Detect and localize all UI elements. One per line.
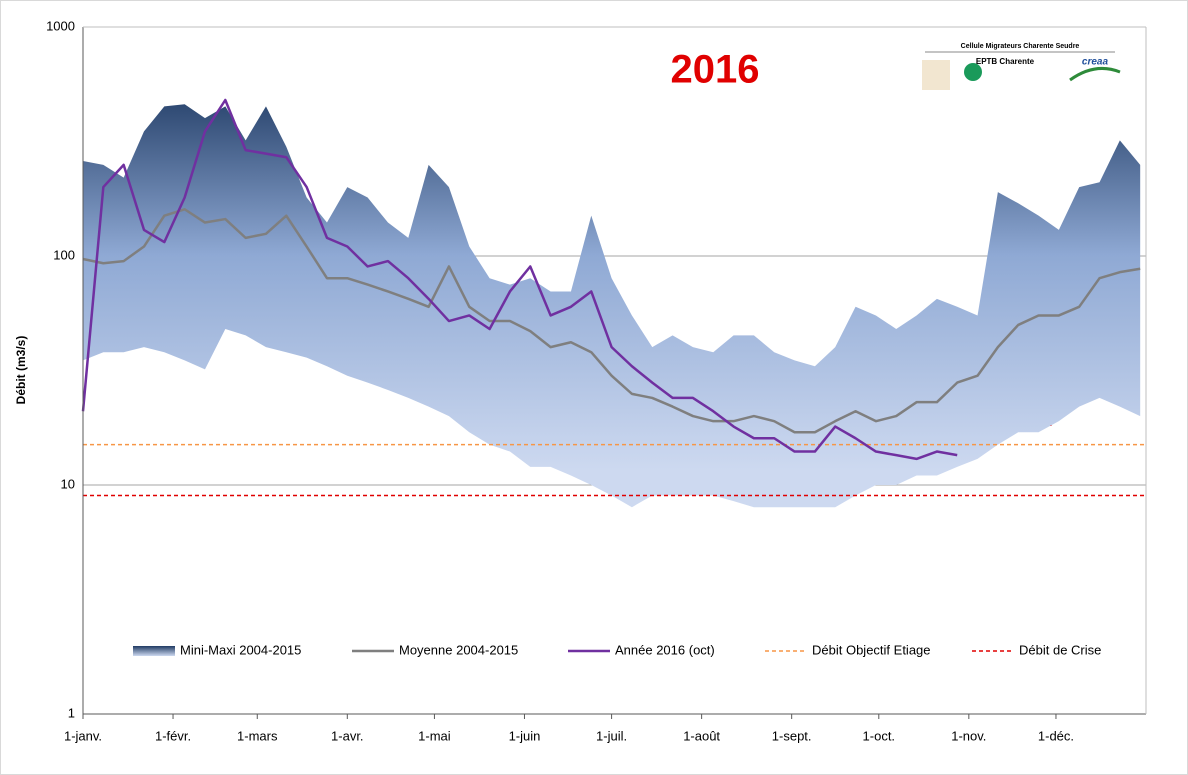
series-line (82, 208, 1141, 434)
x-tick-label: 1-nov. (951, 728, 986, 743)
y-tick-label: 1 (68, 705, 75, 720)
legend-label: Mini-Maxi 2004-2015 (180, 642, 301, 657)
logo-text: creaa (1082, 57, 1109, 68)
min-max-band (83, 104, 1141, 508)
legend-label: Débit de Crise (1019, 642, 1101, 657)
logo-text: Cellule Migrateurs Charente Seudre (961, 43, 1080, 50)
chart-title: 2016 (671, 48, 760, 92)
series-line (81, 98, 958, 461)
logo-text: EPTB Charente (976, 57, 1035, 66)
logo-icon (922, 60, 950, 90)
y-tick-label: 10 (61, 476, 75, 491)
y-tick-label: 1000 (46, 18, 75, 33)
legend-label: Moyenne 2004-2015 (399, 642, 518, 657)
legend-label: Débit Objectif Etiage (812, 642, 931, 657)
x-tick-label: 1-mars (237, 728, 278, 743)
x-tick-label: 1-août (683, 728, 720, 743)
x-tick-label: 1-mai (418, 728, 451, 743)
legend-swatch (133, 646, 175, 656)
x-tick-label: 1-juil. (596, 728, 627, 743)
y-axis-label: Débit (m3/s) (14, 336, 28, 405)
logo: Cellule Migrateurs Charente Seudre EPTB … (915, 40, 1125, 105)
x-tick-label: 1-oct. (863, 728, 896, 743)
x-tick-label: 1-janv. (64, 728, 102, 743)
x-tick-label: 1-sept. (772, 728, 812, 743)
x-tick-label: 1-déc. (1038, 728, 1074, 743)
legend-label: Année 2016 (oct) (615, 642, 715, 657)
y-tick-label: 100 (53, 247, 75, 262)
logo-icon (964, 63, 982, 81)
x-tick-label: 1-juin (509, 728, 541, 743)
x-tick-label: 1-févr. (155, 728, 191, 743)
x-tick-label: 1-avr. (331, 728, 364, 743)
logo-icon (1069, 66, 1121, 82)
